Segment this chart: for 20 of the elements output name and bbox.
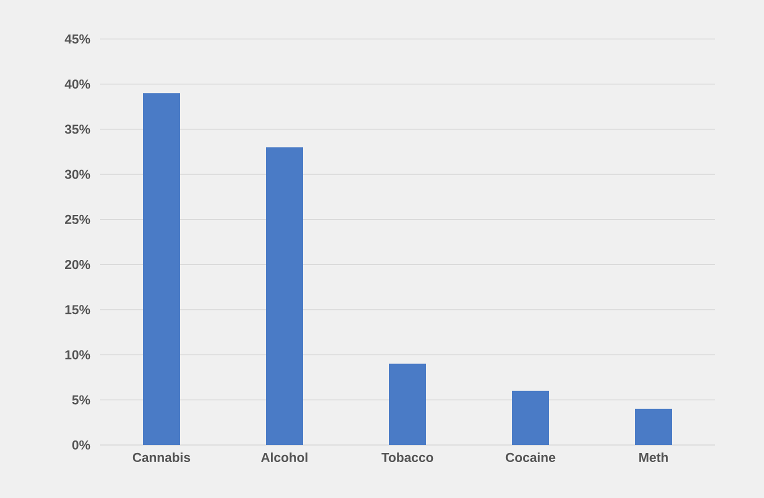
y-tick-label: 15% [65, 305, 90, 314]
x-tick-label: Meth [639, 452, 668, 462]
y-tick-label: 25% [65, 214, 90, 224]
y-tick-label: 35% [64, 124, 90, 134]
x-tick-label: Cocaine [506, 452, 556, 462]
bar [635, 408, 672, 445]
x-tick-label: Tobacco [381, 452, 434, 462]
y-tick-label: 10% [65, 350, 90, 360]
y-tick-label: 40% [64, 80, 90, 89]
bar [266, 147, 304, 445]
y-tick-label: 5% [72, 395, 90, 404]
x-tick-label: Cannabis [132, 452, 190, 462]
bar [389, 364, 426, 445]
x-tick-label: Alcohol [261, 452, 308, 462]
bar [512, 390, 550, 445]
y-tick-label: 0% [72, 440, 90, 450]
y-tick-label: 45% [64, 34, 90, 44]
bar [143, 93, 180, 445]
y-tick-label: 20% [65, 260, 90, 270]
y-tick-label: 30% [64, 170, 90, 179]
